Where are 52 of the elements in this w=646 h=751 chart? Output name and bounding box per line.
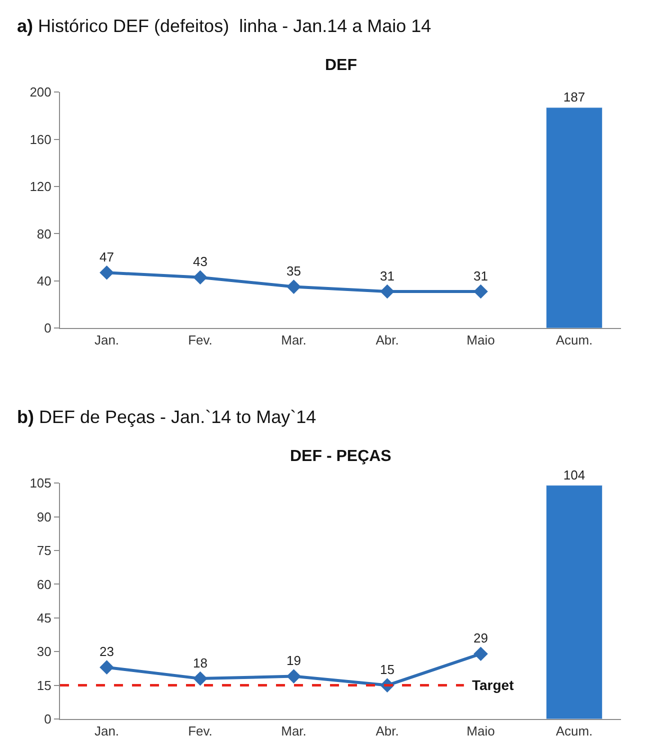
y-tick-label: 30 bbox=[36, 644, 52, 660]
chart-title: b) DEF de Peças - Jan.`14 to May`14 bbox=[17, 407, 316, 427]
y-tick-label: 105 bbox=[30, 476, 52, 491]
chart-subtitle: DEF bbox=[325, 57, 358, 74]
point bbox=[100, 660, 114, 674]
point bbox=[286, 280, 301, 294]
x-tick-label: Mar. bbox=[281, 724, 306, 739]
x-tick-label: Jan. bbox=[94, 332, 120, 348]
x-tick-label: Maio bbox=[466, 332, 495, 348]
point bbox=[474, 646, 488, 661]
y-tick-label: 0 bbox=[44, 712, 52, 727]
data-label: 19 bbox=[286, 653, 301, 668]
x-tick-label: Jan. bbox=[94, 724, 120, 739]
ref-line-label: Target bbox=[472, 677, 514, 693]
x-tick-label: Maio bbox=[466, 724, 495, 739]
x-tick-label: Abr. bbox=[376, 724, 399, 739]
x-tick-label: Fev. bbox=[188, 332, 212, 348]
x-tick-label: Fev. bbox=[188, 724, 212, 739]
y-tick-label: 200 bbox=[30, 84, 52, 100]
data-label: 104 bbox=[563, 467, 586, 482]
y-tick-label: 0 bbox=[44, 320, 52, 336]
y-tick-label: 15 bbox=[36, 678, 52, 693]
data-label: 15 bbox=[380, 662, 394, 678]
data-label: 35 bbox=[286, 264, 301, 279]
y-tick-label: 45 bbox=[36, 610, 52, 626]
x-tick-label: Acum. bbox=[556, 332, 593, 348]
data-label: 29 bbox=[474, 630, 488, 646]
chart-subtitle: DEF - PEÇAS bbox=[290, 448, 392, 465]
data-label: 31 bbox=[380, 268, 394, 284]
data-label: 31 bbox=[474, 268, 488, 284]
y-tick-label: 75 bbox=[36, 543, 52, 558]
x-tick-label: Mar. bbox=[281, 332, 306, 348]
y-tick-label: 80 bbox=[36, 226, 52, 242]
y-tick-label: 120 bbox=[30, 179, 52, 194]
chart-title: a) Histórico DEF (defeitos) linha - Jan.14 a Maio 14 bbox=[17, 16, 432, 36]
data-label: 18 bbox=[193, 655, 208, 670]
point bbox=[380, 284, 394, 299]
data-label: 23 bbox=[100, 644, 114, 660]
point bbox=[193, 270, 208, 285]
x-tick-label: Abr. bbox=[376, 332, 399, 348]
point bbox=[100, 265, 114, 280]
point bbox=[474, 284, 488, 299]
point bbox=[286, 669, 301, 684]
y-tick-label: 40 bbox=[36, 273, 52, 288]
data-label: 43 bbox=[193, 254, 208, 270]
y-tick-label: 160 bbox=[30, 132, 52, 147]
point bbox=[193, 671, 208, 686]
data-label: 187 bbox=[563, 90, 586, 105]
y-tick-label: 90 bbox=[36, 509, 52, 524]
x-tick-label: Acum. bbox=[556, 724, 593, 739]
y-tick-label: 60 bbox=[36, 576, 52, 592]
data-label: 47 bbox=[100, 250, 114, 265]
